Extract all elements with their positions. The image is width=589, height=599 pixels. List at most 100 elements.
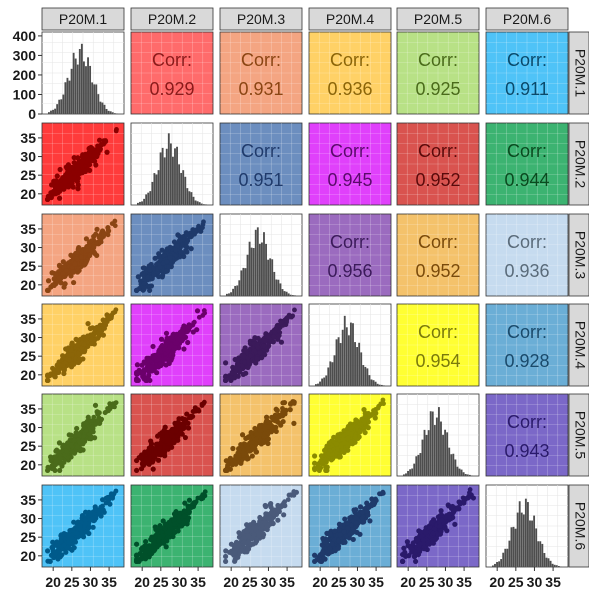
scatter-point [342,529,347,534]
histogram-bar [434,425,436,476]
scatter-point [61,371,66,376]
scatter-point [280,400,285,405]
correlation-label: Corr: [507,141,547,161]
scatter-point [166,264,171,269]
histogram-bar [108,111,110,114]
scatter-point [175,438,180,443]
scatter-point [279,504,284,509]
scatter-point [45,548,50,553]
scatter-point [230,371,235,376]
scatter-point [281,512,286,517]
histogram-bar [178,164,180,205]
scatter-point [330,452,335,457]
correlation-label: Corr: [507,412,547,432]
scatter-point [156,254,161,259]
histogram-bar [69,81,71,114]
scatter-point [255,345,260,350]
scatter-point [97,327,102,332]
scatter-point [332,538,337,543]
histogram-bar [531,521,533,567]
scatter-point [169,445,174,450]
scatter-point [312,461,317,466]
scatter-point [353,417,358,422]
scatter-point [187,325,192,330]
scatter-point [244,348,249,353]
correlation-value: 0.928 [504,351,549,371]
histogram-bar [539,541,541,567]
scatter-point [94,227,99,232]
histogram-bar [428,430,430,476]
scatter-point [92,244,97,249]
scatter-point [151,453,156,458]
scatter-point [165,437,170,442]
scatter-point [141,461,146,466]
scatter-point [45,378,50,383]
scatter-point [320,551,325,556]
histogram-bar [541,544,543,567]
scatter-point [86,531,91,536]
scatter-point [257,350,262,355]
scatter-point [230,446,235,451]
histogram-bar [331,362,333,386]
scatter-point [163,425,168,430]
histogram-bar [556,565,558,567]
histogram-bar [259,244,261,296]
histogram-bar [527,502,529,567]
scatter-point [237,542,242,547]
histogram-bar [430,411,432,476]
correlation-label: Corr: [418,322,458,342]
scatter-point [272,418,277,423]
scatter-point [348,532,353,537]
scatter-point [91,525,96,530]
scatter-point [143,539,148,544]
scatter-point [164,259,169,264]
scatter-point [324,458,329,463]
histogram-bar [438,407,440,476]
scatter-point [45,197,50,202]
histogram-bar [143,199,145,205]
scatter-point [69,443,74,448]
scatter-point [200,402,205,407]
histogram-bar [79,49,81,114]
scatter-point [187,509,192,514]
scatter-point [438,508,443,513]
scatter-point [417,543,422,548]
histogram-bar [230,292,232,296]
scatter-point [370,500,375,505]
histogram-bar [415,456,417,476]
scatter-point [275,408,280,413]
correlation-label: Corr: [241,141,281,161]
scatter-point [249,430,254,435]
scatter-point [336,538,341,543]
scatter-point [114,489,119,494]
scatter-point [179,426,184,431]
histogram-bar [521,513,523,567]
scatter-point [67,432,72,437]
column-strip-label: P20M.4 [326,11,374,27]
scatter-point [52,283,57,288]
histogram-bar [552,564,554,567]
scatter-point [141,376,146,381]
correlation-label: Corr: [418,50,458,70]
scatter-point [134,288,139,293]
scatter-point [242,359,247,364]
scatter-point [464,496,469,501]
histogram-bar [354,342,356,386]
scatter-point [190,233,195,238]
scatter-point [96,508,101,513]
scatter-point [191,320,196,325]
histogram-bar [448,448,450,476]
scatter-point [168,523,173,528]
scatter-point [88,512,93,517]
scatter-point [142,287,147,292]
scatter-point [72,155,77,160]
histogram-bar [166,149,168,205]
scatter-point [433,537,438,542]
scatter-point [447,512,452,517]
histogram-bar [162,148,164,205]
histogram-bar [149,191,151,205]
scatter-point [146,548,151,553]
column-strip-label: P20M.2 [148,11,196,27]
scatter-point [71,280,76,285]
scatter-point [91,415,96,420]
